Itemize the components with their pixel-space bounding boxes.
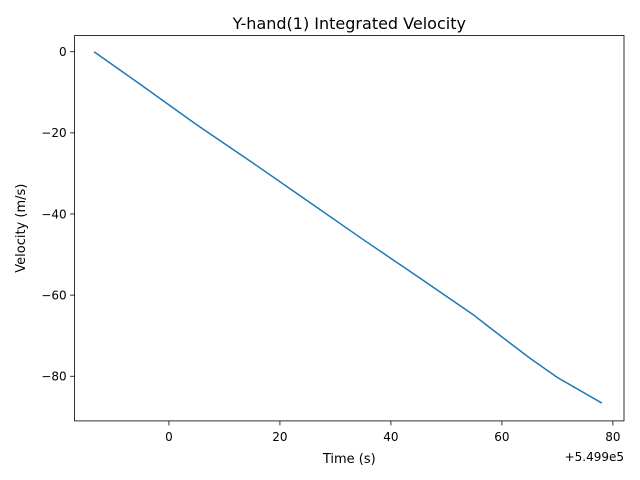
x-axis-offset-label: +5.499e5 bbox=[565, 450, 624, 464]
y-tick-label: −60 bbox=[41, 288, 66, 302]
x-ticks: 0 20 40 60 80 bbox=[165, 420, 621, 444]
y-ticks: 0 −20 −40 −60 −80 bbox=[41, 45, 75, 384]
x-tick-label: 60 bbox=[494, 430, 509, 444]
y-tick-label: −40 bbox=[41, 207, 66, 221]
velocity-series-line bbox=[93, 51, 603, 404]
y-tick-label: 0 bbox=[59, 45, 67, 59]
y-tick-label: −20 bbox=[41, 126, 66, 140]
x-tick-label: 0 bbox=[165, 430, 173, 444]
x-tick-label: 20 bbox=[272, 430, 287, 444]
y-tick-label: −80 bbox=[41, 370, 66, 384]
chart-title: Y-hand(1) Integrated Velocity bbox=[232, 14, 466, 33]
x-tick-label: 40 bbox=[383, 430, 398, 444]
series-layer bbox=[93, 51, 603, 404]
y-axis-label: Velocity (m/s) bbox=[14, 184, 29, 273]
x-axis-label: Time (s) bbox=[322, 452, 376, 467]
x-tick-label: 80 bbox=[605, 430, 620, 444]
axes-frame bbox=[74, 35, 625, 422]
